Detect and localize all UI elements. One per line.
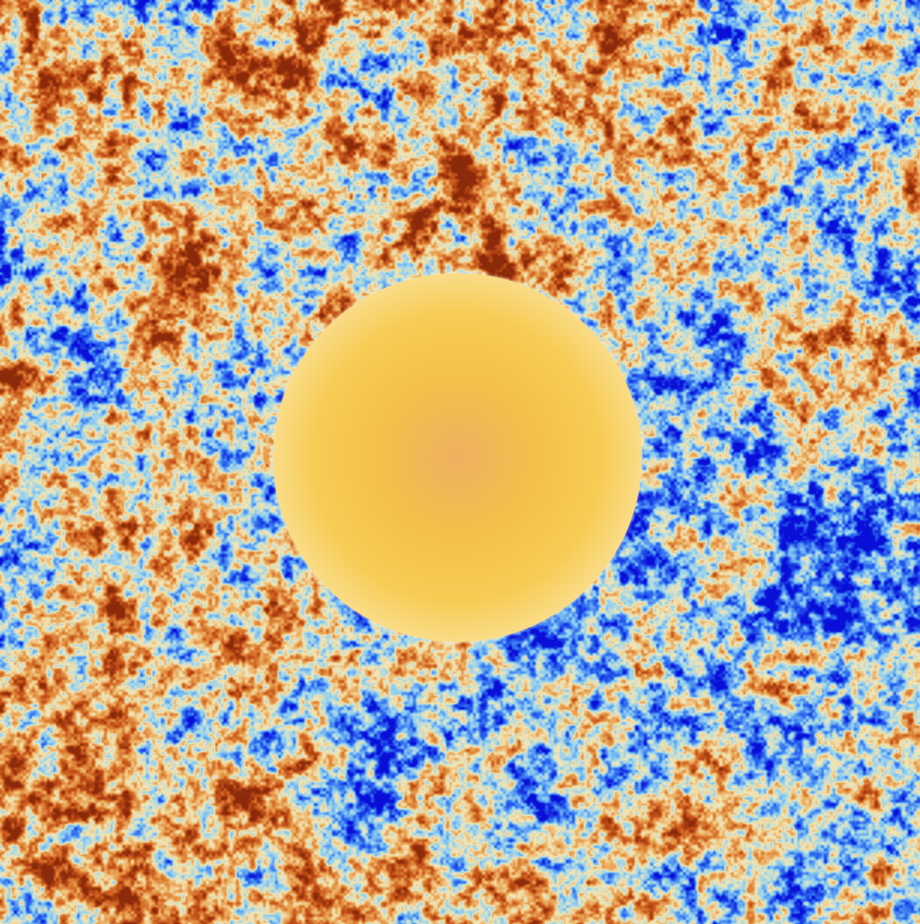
central-disc — [273, 273, 642, 642]
